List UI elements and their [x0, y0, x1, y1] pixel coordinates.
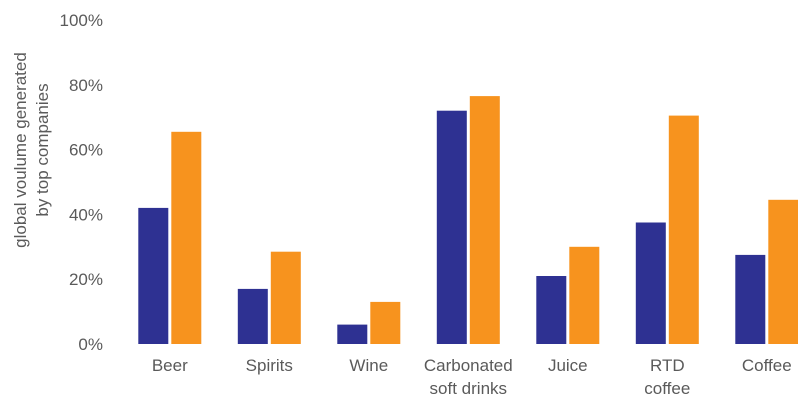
- x-category-label: Carbonated: [424, 356, 513, 375]
- bar-series-1-category-5: [536, 276, 567, 344]
- bar-series-1-category-4: [436, 110, 467, 344]
- bar-series-1-category-1: [138, 207, 169, 344]
- bars: [138, 96, 798, 344]
- bar-series-2-category-6: [668, 115, 699, 344]
- y-axis-title: global voulume generated by top companie…: [11, 52, 52, 248]
- x-category-label: Beer: [152, 356, 188, 375]
- x-category-label: Spirits: [246, 356, 293, 375]
- bar-series-1-category-6: [635, 222, 666, 344]
- y-tick-label: 60%: [69, 141, 103, 160]
- bar-series-2-category-3: [370, 301, 401, 344]
- x-category-label: Wine: [349, 356, 388, 375]
- bar-series-2-category-7: [768, 199, 798, 344]
- bar-series-2-category-1: [171, 131, 202, 344]
- bar-series-1-category-2: [237, 288, 268, 344]
- y-tick-label: 80%: [69, 76, 103, 95]
- bar-series-2-category-5: [569, 246, 600, 344]
- x-category-label: coffee: [644, 379, 690, 398]
- y-tick-label: 20%: [69, 270, 103, 289]
- bar-series-2-category-4: [469, 96, 500, 344]
- x-category-label: soft drinks: [430, 379, 507, 398]
- y-tick-label: 0%: [78, 335, 103, 354]
- y-axis-title-line-1: global voulume generated: [11, 52, 30, 248]
- x-category-label: Juice: [548, 356, 588, 375]
- x-axis-labels: Beer Spirits Wine Carbonated soft drinks Juic…: [152, 356, 792, 398]
- y-tick-label: 100%: [60, 11, 103, 30]
- bar-series-2-category-2: [270, 251, 301, 344]
- x-category-label: Coffee: [742, 356, 792, 375]
- x-category-label: RTD: [650, 356, 685, 375]
- y-tick-label: 40%: [69, 205, 103, 224]
- y-axis-ticks: 0% 20% 40% 60% 80% 100%: [60, 11, 103, 354]
- y-axis-title-line-2: by top companies: [33, 83, 52, 216]
- bar-series-1-category-7: [735, 254, 766, 344]
- bar-series-1-category-3: [337, 324, 368, 344]
